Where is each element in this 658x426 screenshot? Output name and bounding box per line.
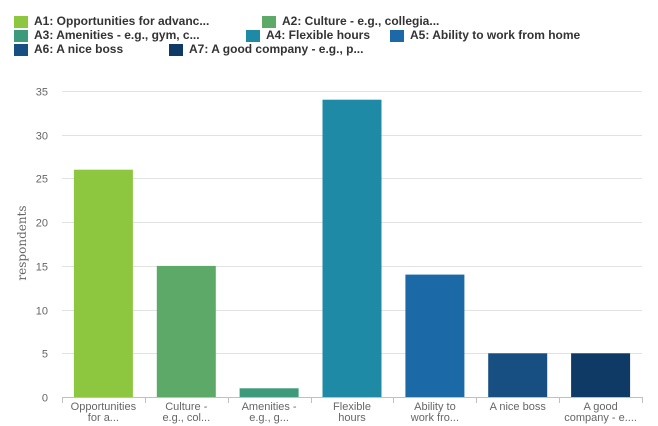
legend-label-a6: A6: A nice boss [34, 42, 124, 56]
bars [73, 99, 631, 397]
y-tick-label: 10 [36, 306, 48, 318]
y-axis-ticks: 0 5 10 15 20 25 30 35 [36, 87, 48, 405]
y-axis-label: respondents [15, 205, 29, 280]
legend-swatch-a2 [262, 16, 276, 28]
y-tick-label: 20 [36, 218, 48, 230]
x-tick-label-a3: Amenities -e.g., g... [242, 401, 297, 424]
legend-swatch-a3 [14, 30, 28, 42]
legend-label-a4: A4: Flexible hours [266, 28, 371, 42]
x-tick-label-a6: A nice boss [490, 401, 547, 413]
y-tick-label: 35 [36, 87, 48, 99]
bar-a4[interactable] [322, 99, 382, 397]
legend-swatch-a6 [14, 44, 28, 56]
bar-a3[interactable] [239, 388, 299, 397]
y-tick-label: 15 [36, 262, 48, 274]
bar-a6[interactable] [488, 353, 548, 397]
legend-swatch-a4 [246, 30, 260, 42]
bar-a1[interactable] [73, 169, 133, 397]
y-tick-label: 25 [36, 174, 48, 186]
x-tick-label-a4: Flexible hours [333, 401, 371, 424]
legend-label-a2: A2: Culture - e.g., collegia... [282, 14, 440, 28]
bar-a2[interactable] [156, 265, 216, 397]
legend-swatch-a1 [14, 16, 28, 28]
legend-swatch-a7 [169, 44, 183, 56]
x-tick-label-a7: A good company - e.... [564, 401, 637, 424]
y-tick-label: 30 [36, 131, 48, 143]
x-tick-label-a5: Ability to work fro... [410, 401, 459, 424]
y-tick-label: 5 [42, 349, 48, 361]
x-tick-label-a1: Opportunities for a... [71, 401, 137, 424]
legend-swatch-a5 [390, 30, 404, 42]
x-axis-labels: Opportunities for a... Culture -e.g., col.… [71, 401, 637, 424]
legend-label-a3: A3: Amenities - e.g., gym, c... [34, 28, 200, 42]
bar-a7[interactable] [571, 353, 631, 397]
legend-label-a5: A5: Ability to work from home [410, 28, 581, 42]
x-tick-label-a2: Culture -e.g., col... [162, 401, 210, 424]
x-axis [62, 397, 643, 403]
legend-label-a1: A1: Opportunities for advanc... [34, 14, 210, 28]
legend-label-a7: A7: A good company - e.g., p... [189, 42, 364, 56]
y-tick-label: 0 [42, 393, 48, 405]
bar-a5[interactable] [405, 274, 465, 397]
